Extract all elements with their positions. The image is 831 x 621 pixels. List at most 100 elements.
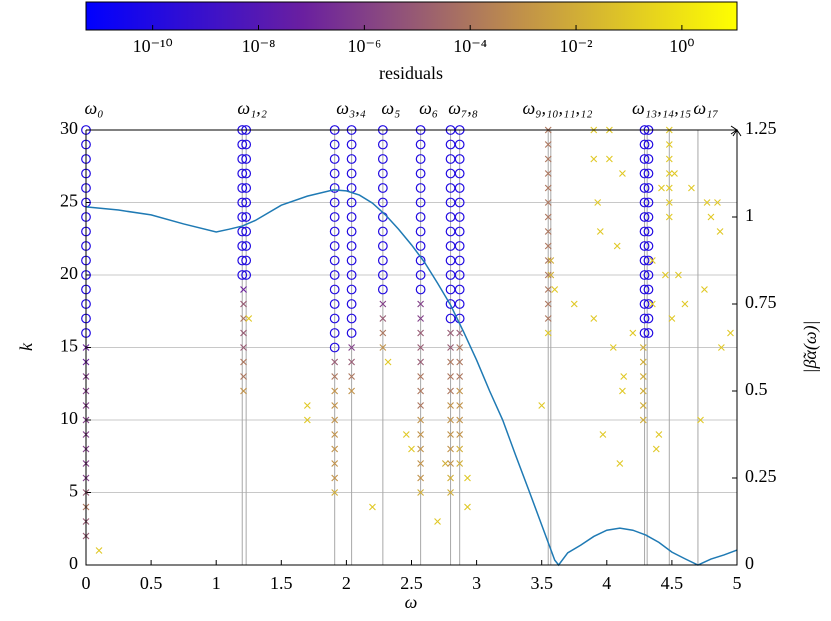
x-tick-label: 3 — [472, 573, 481, 593]
residual-point — [707, 213, 715, 221]
residual-point — [303, 416, 311, 424]
residual-point — [544, 257, 552, 264]
residual-point — [639, 416, 647, 424]
residual-point — [441, 460, 449, 467]
residual-point — [464, 503, 471, 511]
residual-point — [714, 199, 721, 206]
residual-point — [599, 431, 607, 438]
residual-point — [544, 141, 552, 148]
converged-point — [639, 139, 650, 150]
residual-point — [544, 271, 552, 279]
residual-point — [658, 184, 665, 192]
converged-point — [346, 255, 357, 266]
converged-point — [329, 241, 340, 251]
residual-point — [727, 329, 734, 337]
residual-point — [348, 344, 355, 351]
residual-point — [639, 358, 647, 366]
converged-point — [454, 139, 465, 150]
residual-point — [544, 199, 552, 206]
converged-point — [454, 284, 465, 295]
x-axis-label: ω — [405, 592, 418, 612]
converged-point — [377, 226, 388, 237]
residual-point — [447, 387, 454, 395]
residual-point — [544, 170, 552, 177]
converged-point — [346, 197, 357, 208]
frequency-label: ω₁₃,₁₄,₁₅ — [632, 98, 691, 118]
converged-point — [237, 212, 248, 222]
converged-point — [643, 154, 654, 164]
converged-point — [329, 183, 340, 193]
residual-point — [369, 503, 376, 511]
residual-point — [590, 155, 598, 163]
frequency-label: ω₀ — [85, 98, 104, 118]
residual-point — [665, 199, 673, 206]
residual-point — [331, 416, 339, 424]
residual-point — [384, 358, 392, 366]
residual-point — [544, 213, 552, 221]
residual-point — [331, 489, 339, 496]
converged-point — [643, 168, 654, 179]
frequency-label: ω₁,₂ — [237, 98, 267, 118]
curve — [85, 189, 738, 567]
converged-point — [346, 270, 357, 280]
converged-point — [643, 313, 654, 324]
residual-point — [456, 402, 464, 409]
converged-point — [454, 255, 465, 266]
residual-point — [639, 387, 647, 395]
converged-point — [237, 139, 248, 150]
residual-point — [447, 489, 454, 496]
converged-point — [377, 270, 388, 280]
y-tick-label: 25 — [60, 191, 78, 211]
x-tick-label: 2 — [342, 573, 351, 593]
residual-point — [609, 344, 617, 351]
y2-tick-label: 0.5 — [745, 379, 768, 399]
residual-point — [240, 387, 247, 395]
converged-point — [241, 197, 252, 208]
residual-point — [551, 286, 559, 293]
converged-point — [643, 212, 654, 222]
residual-point — [447, 416, 454, 424]
residual-point — [348, 358, 355, 366]
residual-point — [331, 358, 339, 366]
residual-point — [331, 445, 339, 453]
x-tick-label: 4 — [602, 573, 611, 593]
converged-point — [415, 241, 426, 251]
x-tick-label: 2.5 — [400, 573, 423, 593]
converged-point — [643, 328, 654, 338]
residual-point — [417, 373, 425, 380]
residual-point — [613, 242, 621, 250]
residual-point — [596, 228, 604, 235]
converged-point — [329, 255, 340, 266]
residual-point — [447, 402, 454, 409]
residual-point — [331, 373, 339, 380]
residual-point — [408, 445, 415, 453]
converged-point — [377, 139, 388, 150]
residual-point — [544, 228, 552, 235]
residual-point — [434, 518, 441, 525]
converged-point — [346, 212, 357, 222]
residual-point — [331, 431, 339, 438]
residual-point — [240, 344, 247, 351]
residual-point — [417, 431, 425, 438]
colorbar-tick-label: 10⁻⁶ — [347, 36, 381, 56]
converged-point — [639, 255, 650, 266]
converged-point — [454, 241, 465, 251]
residual-point — [675, 271, 682, 279]
converged-point — [237, 255, 248, 266]
residual-point — [456, 460, 464, 467]
converged-point — [346, 139, 357, 150]
y-tick-label: 20 — [60, 263, 78, 283]
converged-point — [346, 168, 357, 179]
residual-point — [619, 170, 626, 177]
converged-point — [639, 284, 650, 295]
converged-point — [237, 183, 248, 193]
residual-point — [447, 474, 454, 482]
converged-point — [454, 226, 465, 237]
residual-point — [417, 489, 425, 496]
residual-point — [447, 373, 454, 380]
residual-point — [456, 416, 464, 424]
residual-point — [639, 344, 647, 351]
residual-point — [629, 329, 637, 337]
x-tick-label: 0.5 — [140, 573, 163, 593]
